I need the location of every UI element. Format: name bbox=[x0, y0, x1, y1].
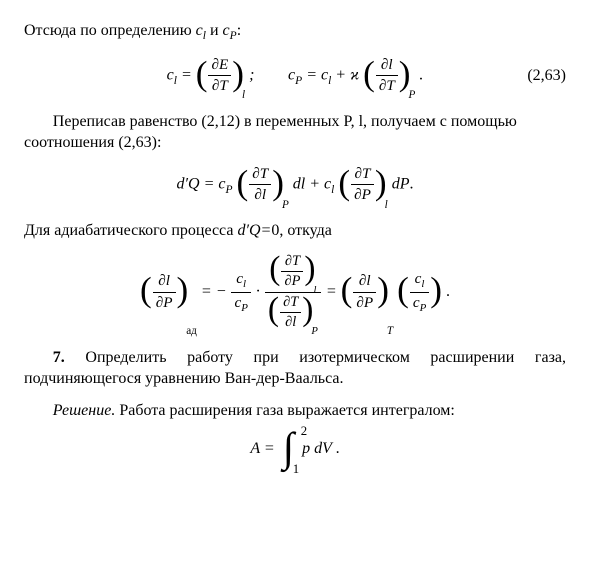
problem-number: 7. bbox=[53, 349, 65, 366]
equation-work: A = 2 ∫ 1 p dV . bbox=[24, 431, 566, 468]
para-2: Переписав равенство (2,12) в переменных … bbox=[24, 111, 566, 154]
problem-7: 7. Определить работу при изотермическом … bbox=[24, 347, 566, 390]
solution-para: Решение. Работа расширения газа выражает… bbox=[24, 400, 566, 422]
solution-label: Решение. bbox=[53, 402, 116, 419]
equation-adiabatic: ∂l∂Pад = − cl cP · ∂T∂Pl ∂T∂lP = ∂l∂PT c… bbox=[24, 252, 566, 333]
equation-dQ: d′Q = cP ∂T∂lP dl + cl ∂T∂Pl dP. bbox=[24, 164, 566, 206]
para-3: Для адиабатического процесса d′Q=0, отку… bbox=[24, 220, 566, 242]
eq-label: (2,63) bbox=[527, 65, 566, 87]
integral-icon: 2 ∫ 1 bbox=[283, 431, 294, 468]
equation-2-63: cl = ∂E∂Tl ; cP = cl + ϰ ∂l∂TP . (2,63) bbox=[24, 55, 566, 97]
text: Отсюда по определению bbox=[24, 22, 196, 39]
para-intro: Отсюда по определению cl и cP: bbox=[24, 20, 566, 45]
